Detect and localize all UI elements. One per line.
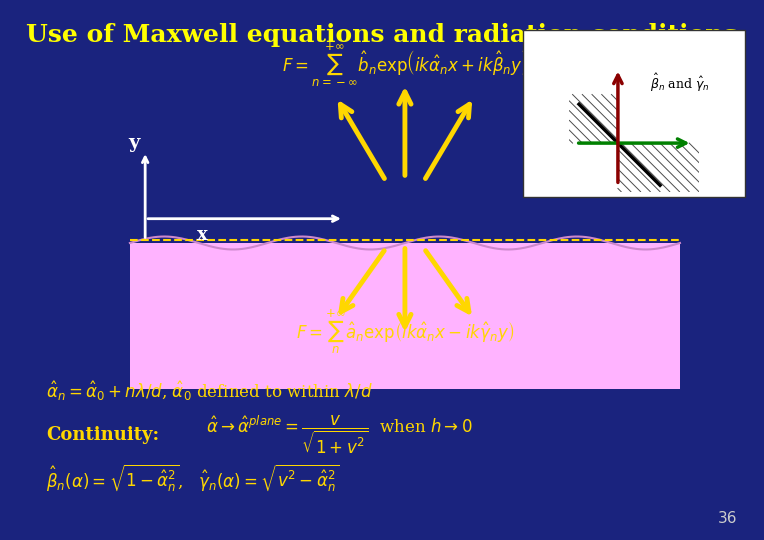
- Text: x: x: [197, 226, 208, 244]
- Text: Use of Maxwell equations and radiation conditions: Use of Maxwell equations and radiation c…: [26, 23, 738, 47]
- Text: $F = \sum_{n=-\infty}^{+\infty} \hat{b}_n \exp\!\left(ik\hat{\alpha}_n x + ik\ha: $F = \sum_{n=-\infty}^{+\infty} \hat{b}_…: [282, 40, 528, 89]
- Text: $F = \sum_{n}^{+\infty} \hat{a}_n \exp\!\left(ik\hat{\alpha}_n x - ik\hat{\gamma: $F = \sum_{n}^{+\infty} \hat{a}_n \exp\!…: [296, 308, 514, 356]
- Text: $\hat{\beta}_n(\alpha) = \sqrt{1 - \hat{\alpha}_n^2}$,   $\hat{\gamma}_n(\alpha): $\hat{\beta}_n(\alpha) = \sqrt{1 - \hat{…: [46, 462, 339, 494]
- Bar: [523, 30, 745, 197]
- Text: Continuity:: Continuity:: [46, 426, 159, 444]
- Text: $\hat{\alpha} \rightarrow \hat{\alpha}^{plane} = \dfrac{v}{\sqrt{1+v^2}}$  when : $\hat{\alpha} \rightarrow \hat{\alpha}^{…: [206, 414, 473, 456]
- Text: $\hat{\beta}_n$ and $\hat{\gamma}_n$: $\hat{\beta}_n$ and $\hat{\gamma}_n$: [650, 72, 711, 94]
- Text: $\hat{\alpha}_n = \hat{\alpha}_0 + n\lambda/d$, $\hat{\alpha}_0$ defined to with: $\hat{\alpha}_n = \hat{\alpha}_0 + n\lam…: [46, 380, 373, 403]
- Text: y: y: [128, 134, 139, 152]
- Text: 36: 36: [717, 511, 737, 526]
- Bar: [130, 243, 680, 389]
